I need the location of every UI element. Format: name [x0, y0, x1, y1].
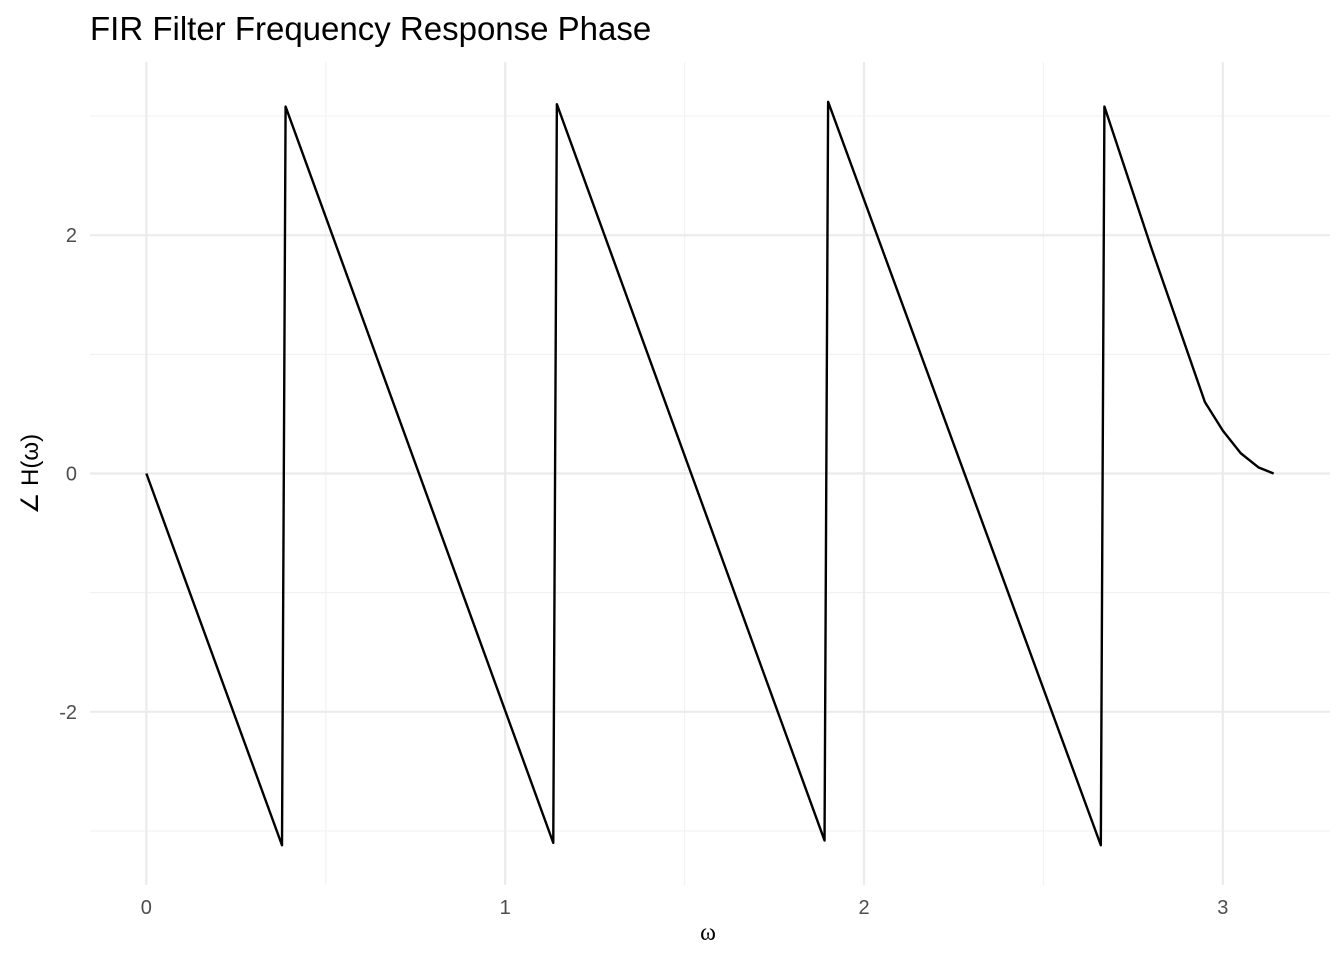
- y-axis-title: ∠ H(ω): [17, 434, 44, 514]
- y-tick-labels: -2 0 2: [59, 225, 77, 724]
- phase-series-line: [145, 100, 1275, 847]
- x-tick-label: 3: [1217, 897, 1228, 919]
- x-tick-label: 0: [141, 897, 152, 919]
- x-tick-label: 2: [858, 897, 869, 919]
- series-layer: [145, 100, 1275, 847]
- y-tick-label: 0: [66, 464, 77, 486]
- chart-title: FIR Filter Frequency Response Phase: [90, 10, 651, 47]
- x-tick-label: 1: [500, 897, 511, 919]
- y-tick-label: -2: [59, 702, 77, 724]
- y-tick-label: 2: [66, 225, 77, 247]
- x-tick-labels: 0 1 2 3: [141, 897, 1229, 919]
- x-axis-title: ω: [700, 920, 716, 946]
- major-gridlines: [90, 62, 1330, 885]
- minor-gridlines: [90, 62, 1330, 885]
